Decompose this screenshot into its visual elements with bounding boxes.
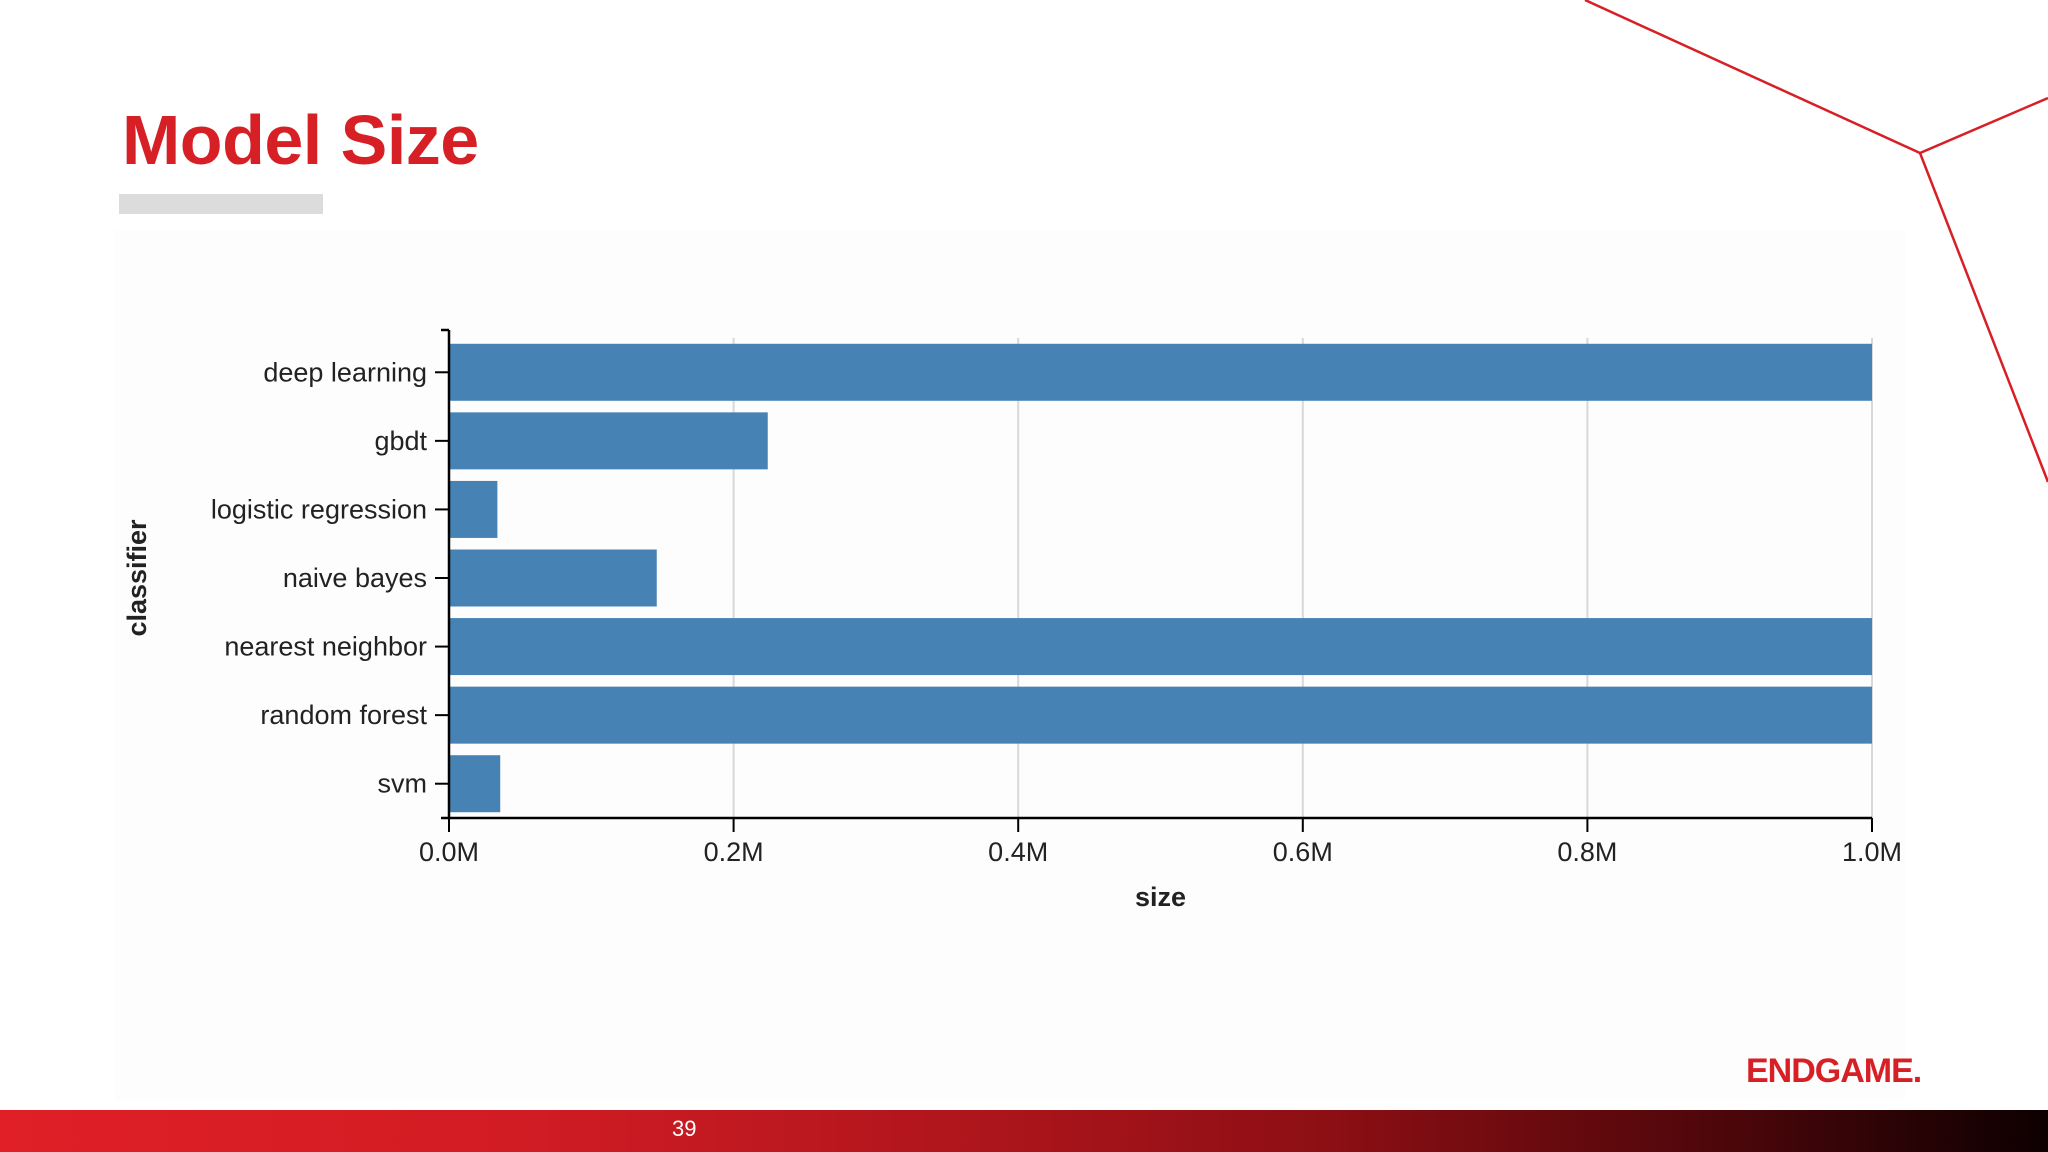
y-axis-title: classifier [122, 519, 152, 637]
bar [449, 755, 501, 813]
page-number: 39 [672, 1116, 697, 1141]
category-label: deep learning [263, 357, 427, 387]
bar [449, 412, 768, 470]
slide-title: Model Size [122, 101, 479, 179]
category-label: random forest [260, 700, 427, 730]
x-tick-label: 0.8M [1557, 837, 1617, 867]
bar [449, 549, 657, 607]
chart-panel: deep learning gbdt logistic regression naiv… [115, 230, 1905, 1100]
footer-bar [0, 1110, 2048, 1152]
bar [449, 343, 1872, 401]
x-tick-label: 0.2M [704, 837, 764, 867]
brand-logo: ENDGAME. [1746, 1052, 1922, 1090]
x-axis-title: size [1135, 882, 1186, 912]
category-label: gbdt [374, 426, 427, 456]
x-tick-label: 0.6M [1273, 837, 1333, 867]
x-tick-label: 0.0M [419, 837, 479, 867]
category-label: svm [378, 769, 428, 799]
bar-chart: deep learning gbdt logistic regression naiv… [122, 328, 1902, 912]
category-label: nearest neighbor [224, 632, 427, 662]
category-label: naive bayes [283, 563, 427, 593]
title-underline [119, 194, 323, 214]
x-tick-label: 0.4M [988, 837, 1048, 867]
bar [449, 480, 498, 538]
x-tick-label: 1.0M [1842, 837, 1902, 867]
category-label: logistic regression [211, 494, 427, 524]
bar [449, 686, 1872, 744]
bar [449, 618, 1872, 676]
